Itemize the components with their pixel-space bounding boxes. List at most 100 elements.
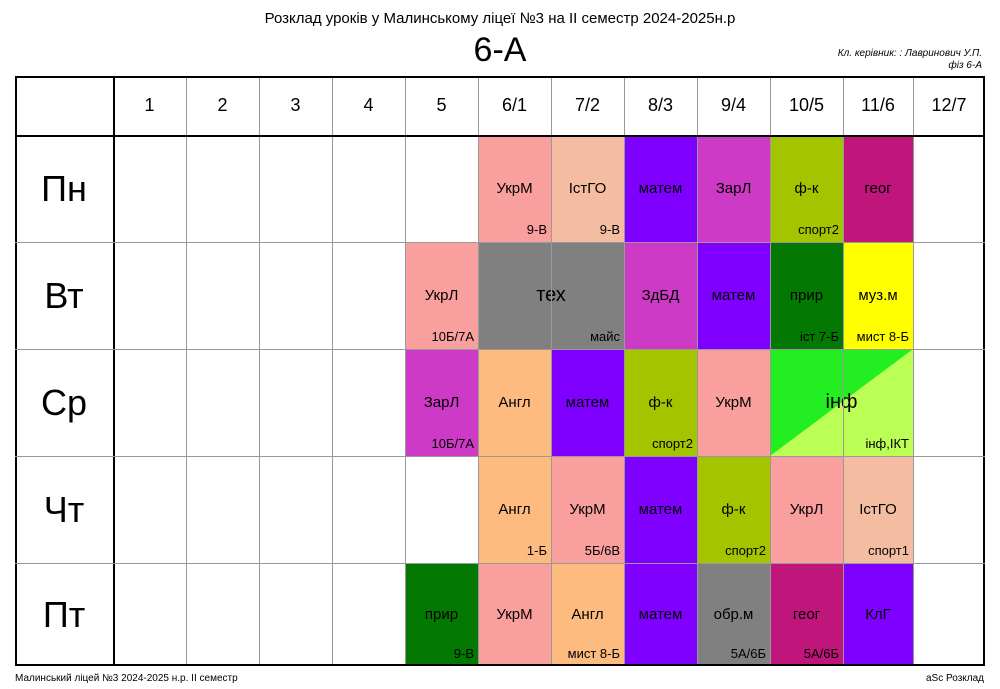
grid-line-vertical <box>15 76 17 666</box>
lesson-cell[interactable]: матем <box>551 349 624 456</box>
lesson-cell[interactable]: матем <box>697 242 770 349</box>
lesson-room: 1-Б <box>526 543 547 558</box>
grid-line-vertical <box>478 76 479 666</box>
lesson-room: мист 8-Б <box>567 646 620 661</box>
lesson-subject: УкрЛ <box>789 501 824 518</box>
grid-line-horizontal <box>15 563 985 564</box>
period-header: 4 <box>363 95 374 115</box>
lesson-subject: УкрМ <box>496 180 533 197</box>
lesson-cell[interactable]: геог <box>843 135 913 242</box>
lesson-room: 9-В <box>453 646 474 661</box>
lesson-cell[interactable]: УкрМ 5Б/6В <box>551 456 624 563</box>
lesson-cell[interactable]: ф-к спорт2 <box>624 349 697 456</box>
lesson-subject: обр.м <box>713 606 754 623</box>
period-header: 2 <box>217 95 228 115</box>
period-header: 11/6 <box>861 95 895 115</box>
grid-line-horizontal <box>15 135 985 137</box>
lesson-room: 9-В <box>599 222 620 237</box>
lesson-cell[interactable]: матем <box>624 563 697 666</box>
lesson-subject: КлГ <box>865 606 891 623</box>
lesson-subject: ф-к <box>721 501 746 518</box>
lesson-room: 10Б/7А <box>431 329 474 344</box>
class-teacher-room: фіз 6-А <box>948 60 982 71</box>
lesson-subject: геог <box>792 606 821 623</box>
lesson-subject: Англ <box>498 501 531 518</box>
footer-software: aSc Розклад <box>926 673 984 684</box>
period-header: 9/4 <box>720 95 747 115</box>
lesson-room: мист 8-Б <box>856 329 909 344</box>
lesson-cell[interactable]: УкрЛ 10Б/7А <box>405 242 478 349</box>
class-teacher: Кл. керівник: : Лавринович У.П. фіз 6-А <box>838 48 982 72</box>
lesson-cell[interactable]: прир іст 7-Б <box>770 242 843 349</box>
lesson-cell[interactable]: УкрЛ <box>770 456 843 563</box>
lesson-subject: УкрМ <box>715 394 752 411</box>
lesson-cell[interactable]: матем <box>624 135 697 242</box>
period-header: 1 <box>144 95 155 115</box>
lesson-room: спорт2 <box>798 222 839 237</box>
lesson-cell[interactable]: ІстГО спорт1 <box>843 456 913 563</box>
lesson-cell[interactable]: ф-к спорт2 <box>697 456 770 563</box>
timetable-grid: УкрМ 9-В ІстГО 9-В матем ЗарЛ ф-к спорт2 геог Укр… <box>15 76 985 666</box>
lesson-subject: Англ <box>498 394 531 411</box>
lesson-cell[interactable]: Англ мист 8-Б <box>551 563 624 666</box>
lesson-cell[interactable]: КлГ <box>843 563 913 666</box>
period-header: 7/2 <box>574 95 601 115</box>
lesson-cell[interactable]: обр.м 5А/6Б <box>697 563 770 666</box>
class-name: 6-А <box>473 31 527 69</box>
lesson-room: 5Б/6В <box>584 543 620 558</box>
lesson-room: 9-В <box>526 222 547 237</box>
lesson-subject: матем <box>565 394 610 411</box>
lesson-cell[interactable]: Англ <box>478 349 551 456</box>
lesson-subject: прир <box>789 287 824 304</box>
day-label: Пт <box>42 593 86 635</box>
lesson-room: 5А/6Б <box>730 646 766 661</box>
grid-line-vertical <box>186 76 187 666</box>
lesson-subject: інф <box>825 391 858 413</box>
lesson-subject: УкрМ <box>569 501 606 518</box>
lesson-subject: УкрМ <box>496 606 533 623</box>
grid-line-vertical <box>332 76 333 666</box>
grid-line-vertical <box>983 76 985 666</box>
grid-line-vertical <box>624 76 625 666</box>
lesson-subject: матем <box>638 501 683 518</box>
period-header: 10/5 <box>788 95 825 115</box>
lesson-room: іст 7-Б <box>799 329 839 344</box>
period-header: 3 <box>290 95 301 115</box>
lesson-subject: ЗдБД <box>641 287 680 304</box>
lesson-cell[interactable]: УкрМ <box>697 349 770 456</box>
lesson-cell[interactable]: матем <box>624 456 697 563</box>
lesson-room: 5А/6Б <box>803 646 839 661</box>
lesson-cell[interactable]: ЗарЛ 10Б/7А <box>405 349 478 456</box>
lesson-cell[interactable]: ф-к спорт2 <box>770 135 843 242</box>
schedule-title: Розклад уроків у Малинському ліцеї №3 на… <box>264 10 736 27</box>
lesson-subject: ф-к <box>648 394 673 411</box>
lesson-subject: геог <box>864 180 892 197</box>
lesson-subject: матем <box>638 606 683 623</box>
grid-line-horizontal <box>15 242 985 243</box>
grid-line-vertical <box>913 76 914 666</box>
lesson-cell[interactable]: ІстГО 9-В <box>551 135 624 242</box>
lesson-cell[interactable]: ЗарЛ <box>697 135 770 242</box>
lesson-cell[interactable]: Англ 1-Б <box>478 456 551 563</box>
period-header: 8/3 <box>647 95 674 115</box>
lesson-subject: Англ <box>571 606 604 623</box>
lesson-cell[interactable]: УкрМ 9-В <box>478 135 551 242</box>
lesson-cell[interactable]: ЗдБД <box>624 242 697 349</box>
lesson-cell[interactable]: УкрМ <box>478 563 551 666</box>
grid-line-horizontal <box>15 76 985 78</box>
lesson-cell[interactable]: прир 9-В <box>405 563 478 666</box>
lesson-cell[interactable]: муз.м мист 8-Б <box>843 242 913 349</box>
footer-school: Малинський ліцей №3 2024-2025 н.р. ІІ се… <box>15 673 238 684</box>
lesson-subject: матем <box>638 180 683 197</box>
period-header: 12/7 <box>931 95 967 115</box>
grid-line-vertical <box>843 76 844 666</box>
grid-line-vertical <box>405 76 406 666</box>
grid-line-vertical <box>697 76 698 666</box>
lesson-subject: ЗарЛ <box>423 394 460 411</box>
lesson-room: спорт2 <box>652 436 693 451</box>
lesson-cell[interactable]: інф інф,ІКТ <box>770 349 913 456</box>
lesson-room: 10Б/7А <box>431 436 474 451</box>
lesson-cell[interactable]: геог 5А/6Б <box>770 563 843 666</box>
grid-line-horizontal <box>15 456 985 457</box>
lesson-subject: УкрЛ <box>424 287 459 304</box>
